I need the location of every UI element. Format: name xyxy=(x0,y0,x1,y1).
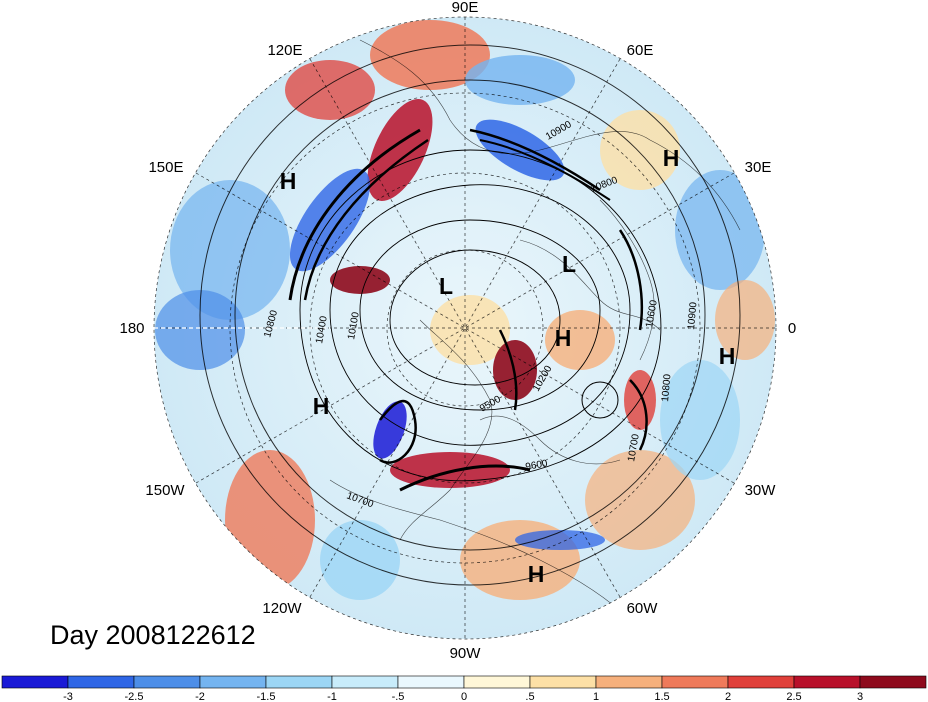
polar-stereographic-map: 90E 60E 30E 0 30W 60W 90W 120W 150W 180 … xyxy=(119,0,796,662)
pressure-centers: H H H H H H L L xyxy=(280,145,736,587)
high-center-ne: H xyxy=(663,145,680,171)
colorbar-tick-label: -1 xyxy=(327,691,337,702)
contour-label: 10700 xyxy=(626,433,642,463)
lon-label-30e: 30E xyxy=(745,159,772,176)
contour-label: 10800 xyxy=(660,373,673,402)
lon-label-150w: 150W xyxy=(145,482,185,499)
lon-label-0: 0 xyxy=(788,320,796,337)
colorbar-swatch xyxy=(397,675,465,689)
colorbar-tick-label: -2 xyxy=(195,691,205,702)
colorbar: -3 -2.5 -2 -1.5 -1 -.5 0 .5 1 1.5 2 2.5 3 xyxy=(1,675,927,702)
colorbar-swatch xyxy=(1,675,69,689)
coastlines xyxy=(329,39,741,621)
lon-label-90w: 90W xyxy=(450,645,482,662)
high-center-mid: H xyxy=(555,325,572,351)
colorbar-swatch xyxy=(133,675,201,689)
colorbar-tick-label: .5 xyxy=(525,691,534,702)
colorbar-tick-label: 2.5 xyxy=(786,691,801,702)
high-center-s: H xyxy=(528,561,545,587)
colorbar-tick-label: 1 xyxy=(593,691,599,702)
colorbar-tick-label: -3 xyxy=(63,691,73,702)
contour-label: 10100 xyxy=(346,311,362,341)
date-label: Day 2008122612 xyxy=(50,620,256,650)
colorbar-swatch xyxy=(529,675,597,689)
lon-label-30w: 30W xyxy=(745,482,777,499)
lon-label-120e: 120E xyxy=(267,42,302,59)
contour-label: 10400 xyxy=(314,315,330,345)
contour-label: 10900 xyxy=(686,301,699,330)
colorbar-swatch xyxy=(793,675,861,689)
lon-label-60e: 60E xyxy=(627,42,654,59)
colorbar-tick-label: 3 xyxy=(857,691,863,702)
low-center-east: L xyxy=(562,251,576,277)
lon-label-90e: 90E xyxy=(452,0,479,16)
lon-label-60w: 60W xyxy=(627,600,659,617)
contour-label: 9600 xyxy=(525,458,549,473)
colorbar-tick-label: -2.5 xyxy=(125,691,144,702)
lon-label-120w: 120W xyxy=(262,600,302,617)
height-contours xyxy=(199,44,741,586)
colorbar-swatch xyxy=(727,675,795,689)
longitude-labels: 90E 60E 30E 0 30W 60W 90W 120W 150W 180 … xyxy=(119,0,796,662)
colorbar-tick-label: 0 xyxy=(461,691,467,702)
colorbar-tick-label: -.5 xyxy=(392,691,405,702)
colorbar-swatch xyxy=(595,675,663,689)
colorbar-swatch xyxy=(331,675,399,689)
colorbar-swatch xyxy=(199,675,267,689)
colorbar-swatch xyxy=(265,675,333,689)
high-center-nw: H xyxy=(280,168,297,194)
contour-label: 10600 xyxy=(644,299,660,329)
high-center-w: H xyxy=(313,393,330,419)
colorbar-tick-label: 1.5 xyxy=(654,691,669,702)
lon-label-180: 180 xyxy=(119,320,144,337)
colorbar-tick-label: 2 xyxy=(725,691,731,702)
colorbar-tick-label: -1.5 xyxy=(257,691,276,702)
high-center-e: H xyxy=(719,343,736,369)
lon-label-150e: 150E xyxy=(148,159,183,176)
colorbar-swatch xyxy=(67,675,135,689)
colorbar-swatch xyxy=(859,675,927,689)
colorbar-swatch xyxy=(661,675,729,689)
low-center-north: L xyxy=(439,273,453,299)
colorbar-swatch xyxy=(463,675,531,689)
